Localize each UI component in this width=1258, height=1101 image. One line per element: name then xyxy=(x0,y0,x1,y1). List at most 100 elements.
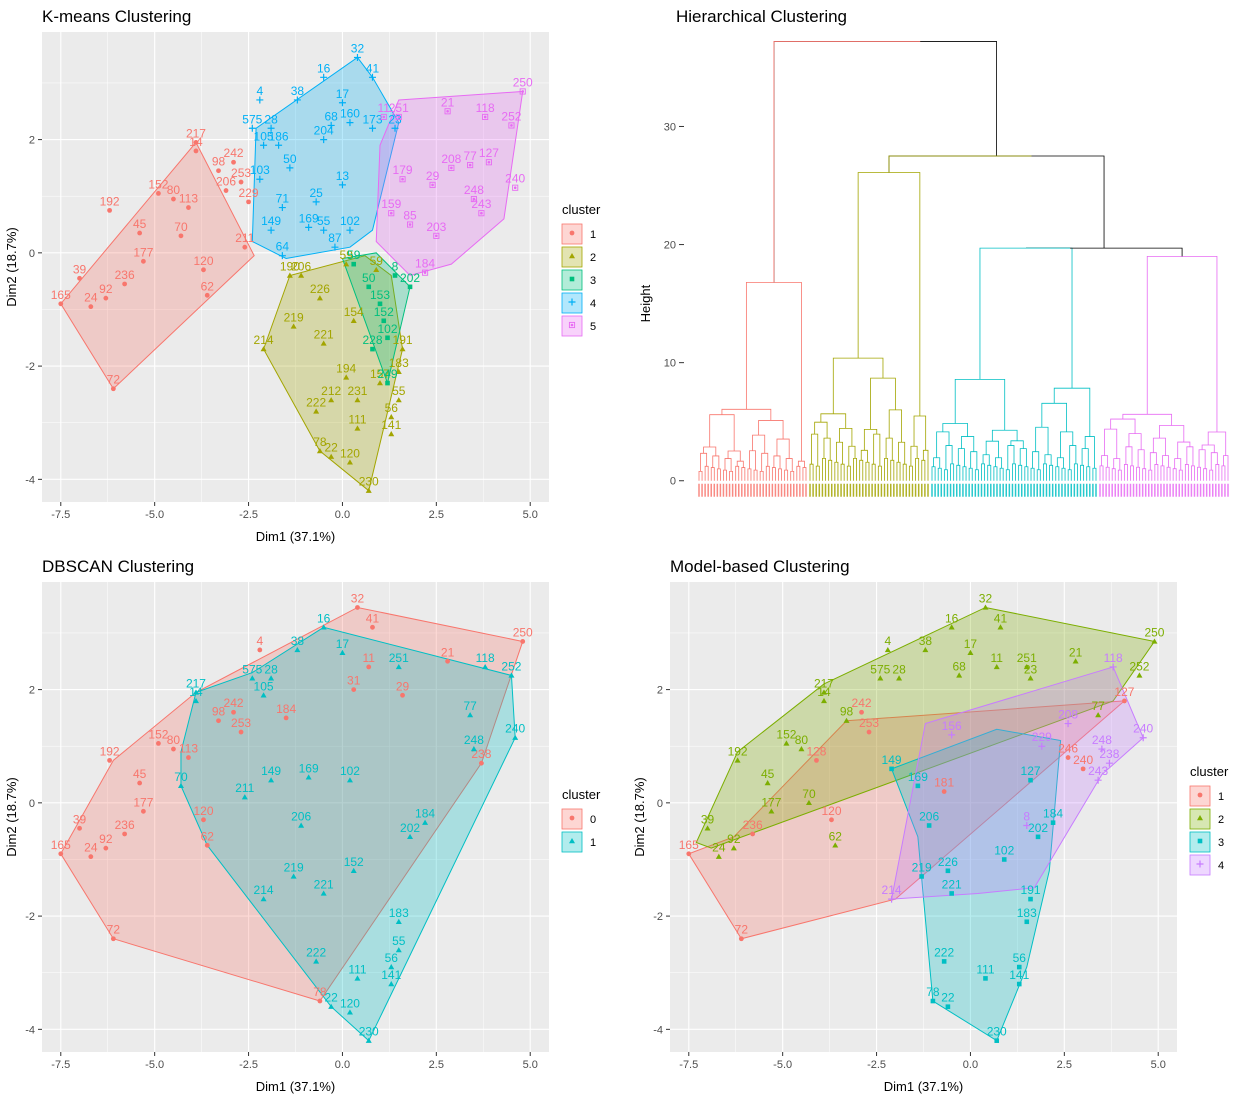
dendrogram-branch xyxy=(873,433,881,467)
point-marker xyxy=(395,663,402,670)
y-tick-label: 0 xyxy=(657,798,663,810)
point-label: 56 xyxy=(385,951,399,965)
point-marker xyxy=(248,124,256,132)
point-marker xyxy=(278,204,286,212)
dendrogram-branch xyxy=(1159,425,1185,443)
point-label: 80 xyxy=(167,183,181,197)
point-label: 11 xyxy=(990,651,1003,665)
dendrogram-branch xyxy=(1061,467,1066,481)
point-marker xyxy=(381,318,387,324)
point-label: 128 xyxy=(806,744,826,758)
dendrogram-branch xyxy=(1198,449,1206,469)
point-marker xyxy=(377,380,383,386)
point-marker xyxy=(350,317,357,323)
x-tick-label: -5.0 xyxy=(773,1059,792,1071)
point-marker xyxy=(368,124,376,132)
point-marker xyxy=(267,226,275,234)
point-marker xyxy=(246,199,251,205)
point-label: 219 xyxy=(284,860,304,874)
dendrogram-branch xyxy=(1223,455,1229,481)
dendrogram-branch xyxy=(1086,466,1091,481)
point-marker xyxy=(832,842,839,848)
point-label: 243 xyxy=(471,197,491,211)
point-marker xyxy=(305,223,313,231)
point-label: 111 xyxy=(348,962,367,976)
dendrogram-branch xyxy=(1148,469,1153,481)
point-marker xyxy=(242,244,248,250)
dendrogram-branch xyxy=(747,468,752,481)
dendrogram-branch xyxy=(828,459,833,481)
point-label: 177 xyxy=(761,795,781,809)
dendrogram-branch xyxy=(1005,469,1010,481)
point-marker xyxy=(385,335,390,341)
point-label: 179 xyxy=(393,163,413,177)
point-label: 113 xyxy=(179,742,198,756)
point-label: 68 xyxy=(952,659,966,673)
point-marker xyxy=(103,295,109,301)
point-label: 78 xyxy=(926,985,940,999)
x-tick-label: 5.0 xyxy=(523,1059,538,1071)
dendrogram-branch xyxy=(1092,467,1097,481)
point-marker xyxy=(930,998,936,1004)
point-label: 70 xyxy=(174,770,188,784)
dendrogram-branch xyxy=(753,469,758,481)
x-tick-label: 5.0 xyxy=(1151,1059,1166,1071)
point-marker xyxy=(260,692,267,698)
point-marker xyxy=(399,176,406,183)
dendrogram-branch xyxy=(1024,466,1029,481)
y-tick-label: -4 xyxy=(653,1024,663,1036)
point-label: 24 xyxy=(84,841,98,855)
point-marker xyxy=(193,148,199,154)
point-label: 68 xyxy=(324,109,338,123)
point-marker xyxy=(388,431,395,437)
point-marker xyxy=(110,936,116,942)
point-marker xyxy=(122,831,128,837)
point-marker xyxy=(888,895,896,903)
point-label: 204 xyxy=(314,124,334,138)
point-marker xyxy=(510,124,513,127)
dendrogram-top-merges xyxy=(773,41,1183,283)
y-tick-label: 10 xyxy=(664,358,676,370)
dendrogram-branch xyxy=(888,155,1105,249)
dendrogram-branch xyxy=(1067,469,1072,481)
x-tick-label: -7.5 xyxy=(51,1059,70,1071)
dendrogram-branch xyxy=(1080,464,1085,481)
legend: cluster 0 1 xyxy=(561,787,601,853)
point-marker xyxy=(286,164,294,172)
point-label: 39 xyxy=(701,812,715,826)
point-marker xyxy=(350,867,357,873)
point-marker xyxy=(298,822,305,828)
x-tick-label: -5.0 xyxy=(145,509,164,521)
point-marker xyxy=(1196,860,1204,868)
point-label: 41 xyxy=(366,611,380,625)
point-label: 236 xyxy=(115,268,135,282)
point-label: 149 xyxy=(261,764,281,778)
point-marker xyxy=(231,159,236,165)
point-marker xyxy=(1094,776,1102,784)
dendrogram-branch xyxy=(885,437,893,461)
point-marker xyxy=(283,715,289,721)
point-marker xyxy=(750,831,756,837)
dendrogram-branch xyxy=(727,450,741,462)
point-marker xyxy=(922,646,929,653)
point-label: 62 xyxy=(201,279,215,293)
point-label: 230 xyxy=(359,475,379,489)
point-marker xyxy=(260,346,267,352)
point-label: 202 xyxy=(1028,821,1048,835)
point-label: 192 xyxy=(100,744,120,758)
dendrogram-branch xyxy=(1149,452,1157,471)
y-tick-label: 20 xyxy=(664,240,676,252)
point-marker xyxy=(351,261,357,267)
dendrogram-branch xyxy=(993,466,998,481)
point-marker xyxy=(480,211,483,215)
point-marker xyxy=(186,755,191,760)
y-tick-label: 2 xyxy=(657,685,663,697)
point-label: 230 xyxy=(359,1025,379,1039)
cluster-hull-3 xyxy=(890,728,1062,1042)
dendrogram-branch xyxy=(1073,463,1078,481)
dendrogram-branch xyxy=(896,461,901,481)
dendrogram-branch xyxy=(1128,433,1142,450)
point-label: 127 xyxy=(1021,764,1041,778)
point-label: 56 xyxy=(1013,951,1027,965)
dendrogram-branch xyxy=(785,458,793,472)
